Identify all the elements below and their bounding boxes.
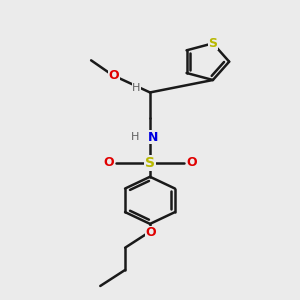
Text: S: S [208,37,217,50]
Text: S: S [145,156,155,170]
Text: O: O [109,69,119,82]
Text: O: O [103,156,114,169]
Text: H: H [131,132,140,142]
Text: O: O [186,156,197,169]
Text: H: H [132,82,140,93]
Text: O: O [145,226,156,239]
Text: N: N [148,131,158,144]
